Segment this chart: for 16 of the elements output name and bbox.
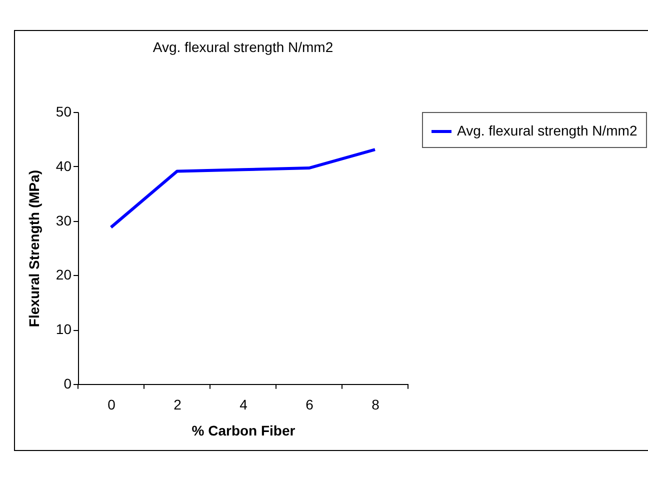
x-tick-label: 4: [240, 396, 248, 412]
x-tick-label: 2: [174, 396, 182, 412]
y-tick-label: 20: [56, 266, 72, 283]
y-tick-label: 50: [56, 104, 72, 120]
y-axis-title: Flexural Strength (MPa): [26, 170, 42, 328]
x-tick-label: 6: [306, 396, 314, 412]
y-tick-label: 0: [64, 376, 72, 392]
y-tick-label: 40: [56, 158, 72, 174]
chart-title: Avg. flexural strength N/mm2: [152, 39, 334, 55]
x-tick-label: 0: [108, 396, 116, 412]
x-axis-title: % Carbon Fiber: [192, 422, 296, 438]
line-series: [110, 148, 376, 229]
y-tick-label: 10: [56, 321, 72, 338]
y-tick-label: 30: [56, 212, 72, 228]
legend-label: Avg. flexural strength N/mm2: [457, 122, 638, 138]
x-tick-label: 8: [372, 396, 380, 412]
